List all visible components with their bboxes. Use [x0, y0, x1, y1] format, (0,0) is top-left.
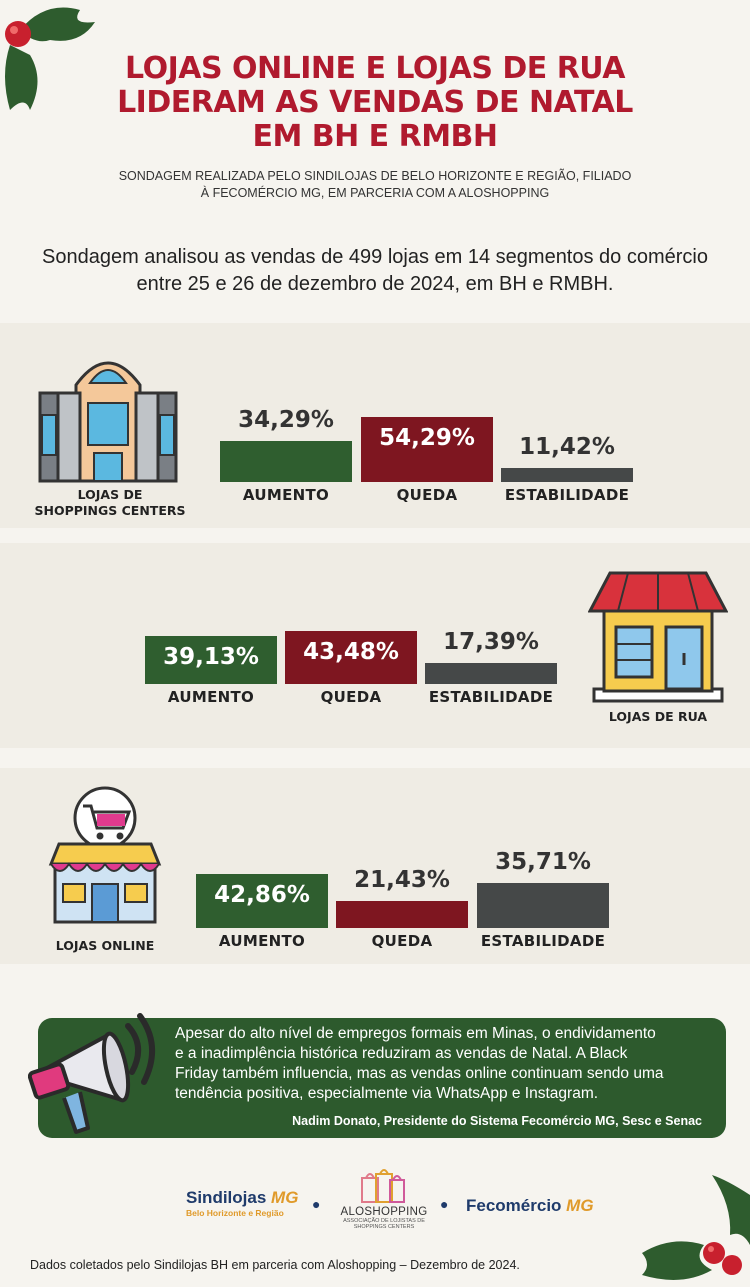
aloshopping-name: ALOSHOPPING — [340, 1206, 428, 1218]
sindilojas-name: Sindilojas — [186, 1188, 267, 1207]
intro-text: Sondagem analisou as vendas de 499 lojas… — [0, 244, 750, 298]
chart-title-line: LOJAS DE — [77, 487, 143, 502]
quote-text: Apesar do alto nível de empregos formais… — [175, 1024, 710, 1104]
holly-bottom-right-icon — [642, 1175, 750, 1280]
fecomercio-suffix: MG — [566, 1196, 594, 1215]
category-label: ESTABILIDADE — [428, 688, 554, 706]
bar-queda: 43,48% — [285, 631, 417, 684]
category-label: ESTABILIDADE — [504, 486, 630, 504]
online-store-cart-icon — [48, 786, 162, 924]
bar-value-label: 39,13% — [163, 644, 259, 670]
bar-aumento: 42,86% — [196, 874, 328, 928]
separator-dot: ● — [312, 1196, 321, 1212]
sindilojas-tagline: Belo Horizonte e Região — [186, 1208, 284, 1218]
footer-note: Dados coletados pelo Sindilojas BH em pa… — [30, 1258, 520, 1272]
title-line: LIDERAM AS VENDAS DE NATAL — [117, 85, 633, 120]
bar-value-label: 54,29% — [379, 425, 475, 451]
intro-line: entre 25 e 26 de dezembro de 2024, em BH… — [136, 273, 614, 295]
bar-estabilidade — [501, 468, 633, 482]
chart-title: LOJAS DE RUA — [578, 709, 738, 725]
chart-panel-rua: LOJAS DE RUA 39,13% AUMENTO 43,48% QUEDA 17,… — [0, 543, 750, 748]
category-label: QUEDA — [320, 688, 382, 706]
street-store-icon — [588, 571, 728, 703]
bar-value-label: 11,42% — [519, 434, 615, 460]
shopping-center-building-icon — [38, 361, 178, 483]
intro-line: Sondagem analisou as vendas de 499 lojas… — [42, 246, 708, 268]
bar-aumento: 39,13% — [145, 636, 277, 684]
bar-aumento — [220, 441, 352, 482]
bar-value-label: 17,39% — [443, 629, 539, 655]
quote-line: Apesar do alto nível de empregos formais… — [175, 1025, 656, 1042]
fecomercio-logo: Fecomércio MG — [466, 1196, 606, 1216]
bar-estabilidade — [425, 663, 557, 684]
bar-queda: 54,29% — [361, 417, 493, 482]
shopping-bags-icon — [361, 1169, 405, 1203]
quote-line: Friday também influencia, mas as vendas … — [175, 1065, 664, 1082]
chart-title: LOJAS ONLINE — [25, 938, 185, 954]
chart-title: LOJAS DE SHOPPINGS CENTERS — [20, 487, 200, 519]
bar-value-label: 43,48% — [303, 639, 399, 665]
aloshopping-tagline-line: ASSOCIAÇÃO DE LOJISTAS DE — [343, 1218, 425, 1224]
aloshopping-tagline-line: SHOPPINGS CENTERS — [353, 1224, 415, 1230]
subtitle-line: SONDAGEM REALIZADA PELO SINDILOJAS DE BE… — [118, 169, 632, 183]
title-line: EM BH E RMBH — [252, 119, 498, 154]
title-line: LOJAS ONLINE E LOJAS DE RUA — [125, 51, 625, 86]
chart-panel-shoppings: LOJAS DE SHOPPINGS CENTERS 34,29% AUMENTO… — [0, 323, 750, 528]
quote-author: Nadim Donato, Presidente do Sistema Feco… — [292, 1114, 702, 1128]
holly-top-left-icon — [5, 7, 95, 110]
aloshopping-logo: ALOSHOPPING ASSOCIAÇÃO DE LOJISTAS DE SH… — [336, 1206, 432, 1230]
category-label: QUEDA — [371, 932, 433, 950]
category-label: ESTABILIDADE — [480, 932, 606, 950]
quote-line: tendência positiva, especialmente via Wh… — [175, 1085, 599, 1102]
bar-value-label: 42,86% — [214, 882, 310, 908]
category-label: QUEDA — [396, 486, 458, 504]
category-label: AUMENTO — [167, 688, 255, 706]
bar-value-label: 21,43% — [354, 867, 450, 893]
aloshopping-tagline: ASSOCIAÇÃO DE LOJISTAS DE SHOPPINGS CENT… — [336, 1218, 432, 1230]
category-label: AUMENTO — [218, 932, 306, 950]
chart-panel-online: LOJAS ONLINE 42,86% AUMENTO 21,43% QUEDA 35,… — [0, 768, 750, 964]
chart-title-line: LOJAS ONLINE — [55, 938, 155, 953]
chart-title-line: SHOPPINGS CENTERS — [34, 503, 186, 518]
sindilojas-suffix: MG — [271, 1188, 299, 1207]
quote-line: e a inadimplência histórica reduziram as… — [175, 1045, 628, 1062]
fecomercio-name: Fecomércio — [466, 1196, 562, 1215]
page-title: LOJAS ONLINE E LOJAS DE RUA LIDERAM AS V… — [0, 52, 750, 154]
megaphone-icon — [28, 1013, 156, 1134]
page-subtitle: SONDAGEM REALIZADA PELO SINDILOJAS DE BE… — [70, 168, 680, 202]
sindilojas-logo: Sindilojas MG Belo Horizonte e Região — [186, 1188, 306, 1218]
bar-value-label: 35,71% — [495, 849, 591, 875]
separator-dot: ● — [440, 1196, 449, 1212]
subtitle-line: À FECOMÉRCIO MG, EM PARCERIA COM A ALOSH… — [200, 186, 550, 200]
bar-queda — [336, 901, 468, 928]
category-label: AUMENTO — [242, 486, 330, 504]
bar-value-label: 34,29% — [238, 407, 334, 433]
chart-title-line: LOJAS DE RUA — [608, 709, 708, 724]
bar-estabilidade — [477, 883, 609, 928]
